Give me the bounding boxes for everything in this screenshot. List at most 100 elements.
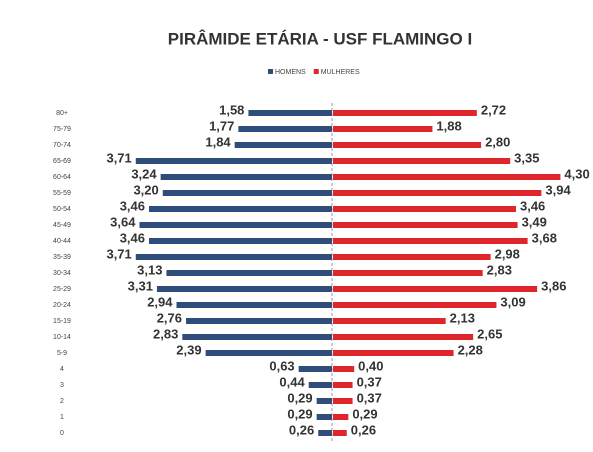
bar	[135, 158, 332, 164]
value-label: 2,28	[458, 342, 483, 357]
value-label: 2,13	[450, 310, 475, 325]
bar	[333, 398, 353, 404]
category-label: 35-39	[53, 254, 71, 261]
bar	[333, 190, 542, 196]
bar	[333, 366, 355, 372]
category-label: 1	[60, 414, 64, 421]
category-label: 10-14	[53, 334, 71, 341]
bar	[333, 238, 528, 244]
value-label: 2,76	[157, 310, 182, 325]
category-label: 20-24	[53, 302, 71, 309]
category-label: 15-19	[53, 318, 71, 325]
value-label: 0,44	[279, 374, 305, 389]
bar	[333, 270, 483, 276]
category-label: 65-69	[53, 158, 71, 165]
value-label: 2,39	[176, 342, 201, 357]
bar	[333, 254, 491, 260]
category-label: 4	[60, 366, 64, 373]
bar	[333, 126, 433, 132]
bar	[333, 222, 518, 228]
bar	[248, 110, 332, 116]
value-label: 3,86	[541, 278, 566, 293]
bar	[205, 350, 332, 356]
value-label: 3,20	[133, 182, 158, 197]
value-label: 1,84	[205, 134, 231, 149]
value-label: 2,72	[481, 102, 506, 117]
category-label: 5-9	[57, 350, 67, 357]
category-label: 50-54	[53, 206, 71, 213]
value-label: 1,58	[219, 102, 244, 117]
category-label: 2	[60, 398, 64, 405]
bar	[333, 206, 516, 212]
bar	[333, 430, 347, 436]
value-label: 0,37	[357, 374, 382, 389]
bar	[316, 398, 332, 404]
value-label: 0,29	[287, 406, 312, 421]
value-label: 3,71	[106, 246, 131, 261]
bar	[318, 430, 332, 436]
value-label: 3,49	[522, 214, 547, 229]
value-label: 2,94	[147, 294, 173, 309]
bar	[166, 270, 332, 276]
value-label: 4,30	[564, 166, 589, 181]
bar	[333, 318, 446, 324]
bar	[156, 286, 332, 292]
bar	[333, 174, 561, 180]
category-label: 60-64	[53, 174, 71, 181]
category-label: 45-49	[53, 222, 71, 229]
category-label: 3	[60, 382, 64, 389]
value-label: 0,63	[269, 358, 294, 373]
category-label: 80+	[56, 110, 68, 117]
category-label: 25-29	[53, 286, 71, 293]
bar	[308, 382, 332, 388]
bar	[149, 206, 332, 212]
bar	[139, 222, 332, 228]
value-label: 3,46	[520, 198, 545, 213]
category-label: 40-44	[53, 238, 71, 245]
bar	[333, 302, 497, 308]
legend-label: MULHERES	[321, 69, 360, 76]
value-label: 3,35	[514, 150, 539, 165]
value-label: 1,88	[436, 118, 461, 133]
legend-swatch	[268, 69, 273, 74]
bar	[333, 350, 454, 356]
bar	[149, 238, 332, 244]
bar	[333, 382, 353, 388]
bar	[234, 142, 332, 148]
legend-label: HOMENS	[275, 69, 306, 76]
bar	[316, 414, 332, 420]
value-label: 2,98	[495, 246, 520, 261]
bar	[160, 174, 332, 180]
bar	[333, 414, 349, 420]
bar	[333, 110, 477, 116]
value-label: 3,31	[128, 278, 153, 293]
bar	[333, 142, 482, 148]
value-label: 1,77	[209, 118, 234, 133]
category-label: 30-34	[53, 270, 71, 277]
value-label: 3,46	[120, 198, 145, 213]
bar	[333, 286, 538, 292]
bar	[162, 190, 332, 196]
value-label: 3,13	[137, 262, 162, 277]
bar	[333, 158, 511, 164]
bar	[298, 366, 332, 372]
value-label: 3,46	[120, 230, 145, 245]
bar	[176, 302, 332, 308]
value-label: 3,64	[110, 214, 136, 229]
chart-title: PIRÂMIDE ETÁRIA - USF FLAMINGO I	[168, 29, 472, 48]
value-label: 3,24	[131, 166, 157, 181]
bar	[135, 254, 332, 260]
category-label: 55-59	[53, 190, 71, 197]
bar	[333, 334, 474, 340]
category-label: 75-79	[53, 126, 71, 133]
value-label: 3,71	[106, 150, 131, 165]
value-label: 2,80	[485, 134, 510, 149]
value-label: 0,26	[289, 422, 314, 437]
category-label: 70-74	[53, 142, 71, 149]
category-label: 0	[60, 430, 64, 437]
value-label: 0,40	[358, 358, 383, 373]
value-label: 0,29	[352, 406, 377, 421]
legend-swatch	[313, 69, 319, 74]
value-label: 0,37	[357, 390, 382, 405]
